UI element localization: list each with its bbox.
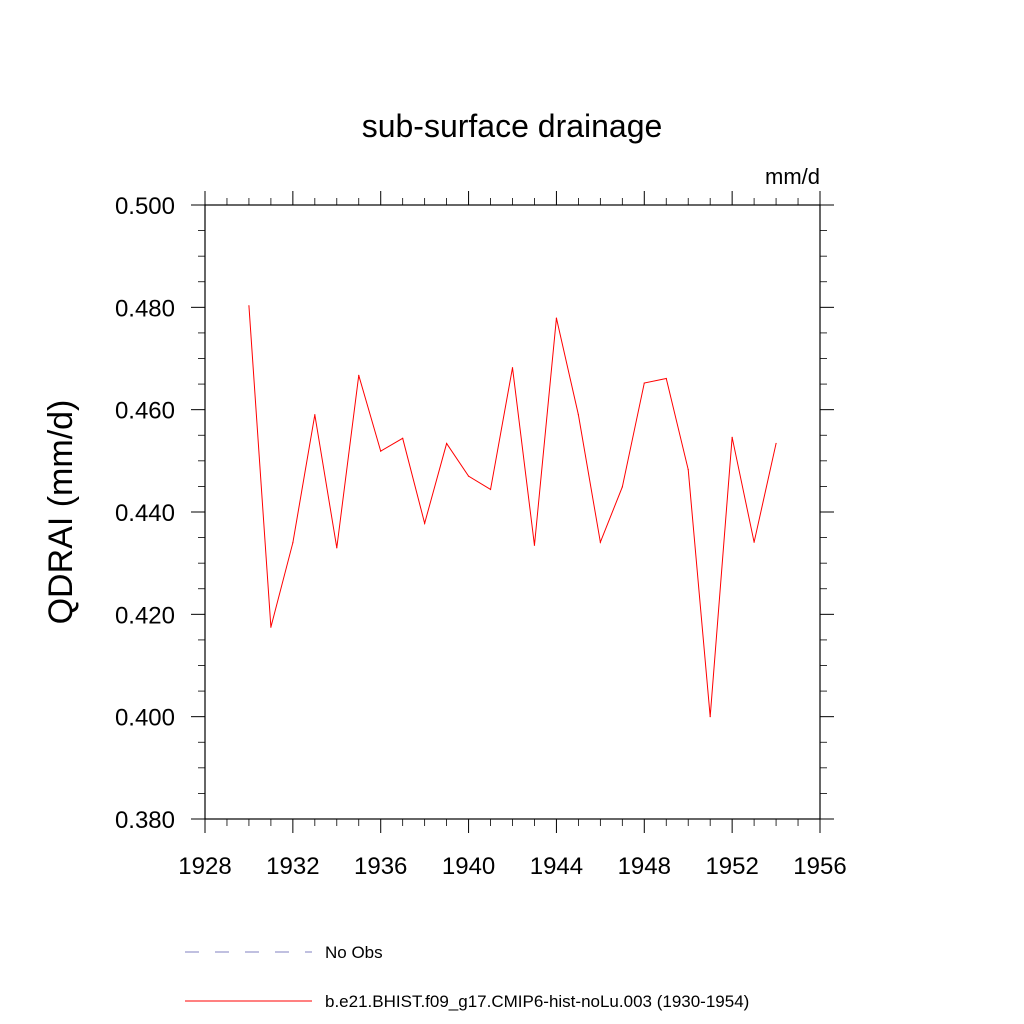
data-point (424, 522, 426, 524)
x-tick-label: 1948 (618, 853, 671, 880)
data-point (446, 442, 448, 445)
data-point (358, 374, 360, 376)
x-tick-label: 1944 (530, 853, 583, 880)
y-tick-label: 0.460 (115, 398, 175, 425)
data-point (709, 716, 711, 718)
units-label: mm/d (765, 164, 820, 189)
data-point (775, 442, 777, 445)
y-axis: 0.380 0.400 0.420 0.440 0.460 0.480 0.500 (115, 193, 834, 834)
legend-label: No Obs (325, 943, 383, 962)
y-tick-label: 0.420 (115, 602, 175, 629)
data-point (665, 377, 667, 380)
plot-area (204, 204, 821, 820)
data-point (555, 317, 558, 319)
data-point (270, 626, 272, 628)
y-tick-label: 0.380 (115, 807, 175, 834)
y-tick-label: 0.500 (115, 193, 175, 220)
data-point (489, 488, 492, 491)
data-point (731, 436, 733, 438)
data-point (467, 475, 470, 477)
data-point (511, 367, 514, 369)
data-point (533, 544, 536, 546)
y-tick-label: 0.440 (115, 500, 175, 527)
series-layer (248, 305, 777, 718)
chart-title: sub-surface drainage (362, 108, 663, 144)
data-point (380, 450, 382, 452)
y-tick-label: 0.400 (115, 705, 175, 732)
y-axis-label: QDRAI (mm/d) (42, 400, 80, 625)
y-tick-label: 0.480 (115, 295, 175, 322)
data-point (402, 437, 404, 439)
x-tick-label: 1932 (266, 853, 319, 880)
legend: No Obs b.e21.BHIST.f09_g17.CMIP6-hist-noL… (185, 943, 749, 1011)
data-point (599, 541, 601, 543)
data-point (643, 382, 645, 384)
data-point (314, 414, 316, 416)
legend-label: b.e21.BHIST.f09_g17.CMIP6-hist-noLu.003 … (325, 992, 749, 1011)
data-point (336, 547, 338, 549)
data-point (292, 542, 294, 544)
x-tick-label: 1940 (442, 853, 495, 880)
data-point (687, 468, 689, 471)
x-tick-label: 1956 (793, 853, 846, 880)
x-tick-label: 1952 (705, 853, 758, 880)
x-tick-label: 1936 (354, 853, 407, 880)
data-point (577, 414, 579, 416)
x-tick-label: 1928 (178, 853, 231, 880)
x-axis: 1928 1932 1936 1940 1944 1948 1952 1956 (178, 191, 847, 880)
data-point (753, 541, 755, 543)
data-point (621, 486, 623, 488)
plot-frame (204, 204, 821, 820)
data-point (248, 305, 250, 307)
